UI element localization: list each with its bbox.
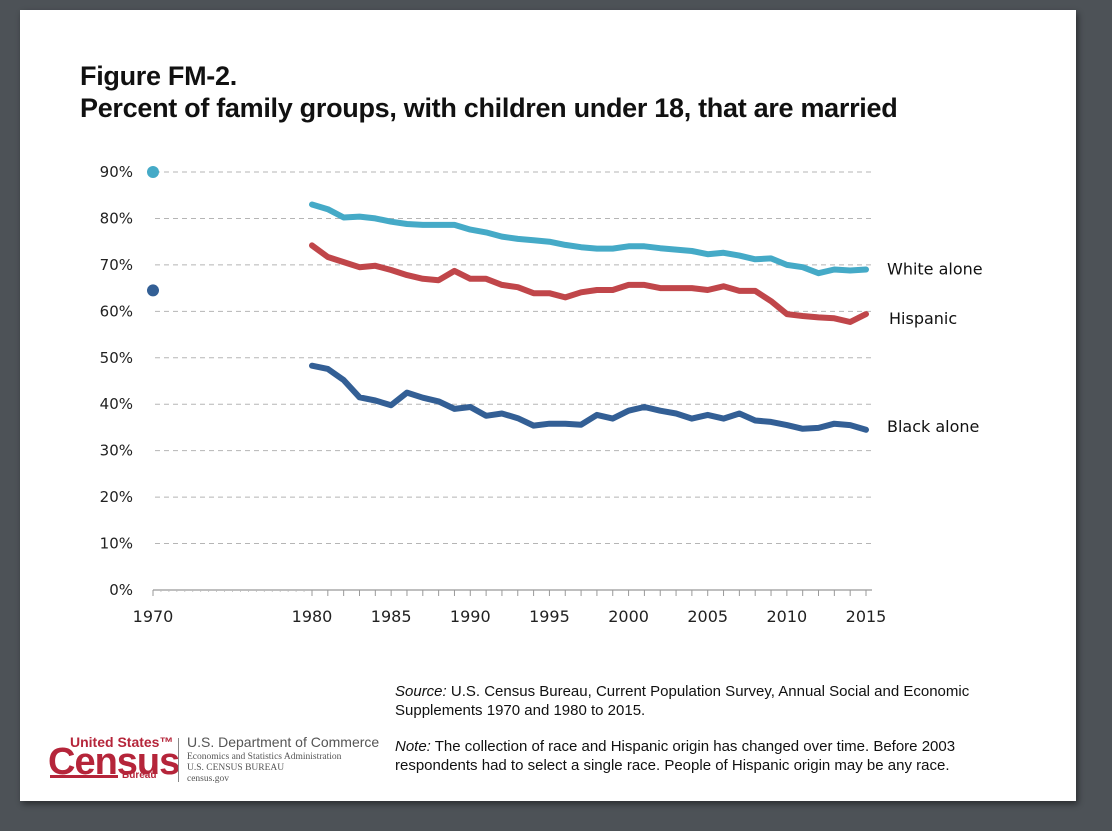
series-label-white-alone: White alone (887, 260, 983, 279)
x-tick-label: 1970 (133, 607, 174, 626)
gridlines (155, 171, 873, 545)
note-text: The collection of race and Hispanic orig… (395, 738, 956, 774)
y-tick-label: 10% (100, 535, 133, 553)
source-text: U.S. Census Bureau, Current Population S… (395, 683, 970, 719)
document-page: Figure FM-2. Percent of family groups, w… (20, 10, 1076, 801)
logo-bureau: Bureau (122, 770, 157, 781)
series-line-white-alone (309, 201, 869, 277)
series-line-hispanic (309, 242, 869, 325)
y-tick-label: 30% (100, 442, 133, 460)
logo-bar (50, 775, 118, 778)
x-tick-label: 2000 (608, 607, 649, 626)
y-tick-label: 50% (100, 349, 133, 367)
x-tick-label: 1995 (529, 607, 570, 626)
logo-website: census.gov (187, 774, 229, 784)
y-axis-labels: 90% 80% 70% 60% 50% 40% 30% 20% 10% 0% (100, 163, 133, 599)
data-point-1970-black-alone (147, 284, 159, 297)
x-axis (152, 589, 872, 596)
series-labels: White alone Hispanic Black alone (887, 260, 983, 436)
race-note: Note: The collection of race and Hispani… (395, 737, 1035, 775)
source-note: Source: U.S. Census Bureau, Current Popu… (395, 682, 1035, 720)
x-tick-label: 2010 (766, 607, 807, 626)
x-tick-label: 1985 (371, 607, 412, 626)
y-tick-label: 70% (100, 256, 133, 274)
x-tick-label: 1980 (292, 607, 333, 626)
series-label-black-alone: Black alone (887, 417, 979, 436)
data-point-1970-white-alone (147, 166, 159, 178)
x-tick-label: 2005 (687, 607, 728, 626)
x-axis-labels: 1970 1980 1985 1990 1995 2000 2005 2010 2015 (133, 607, 887, 626)
y-tick-label: 20% (100, 488, 133, 506)
y-tick-label: 80% (100, 209, 133, 227)
x-tick-label: 2015 (846, 607, 887, 626)
figure-label: Figure FM-2. (80, 61, 237, 91)
series (147, 166, 869, 433)
source-label: Source: (395, 683, 447, 700)
note-label: Note: (395, 738, 431, 755)
census-logo: United States™ Census Bureau U.S. Depart… (48, 734, 388, 786)
logo-department: U.S. Department of Commerce (187, 734, 380, 750)
y-tick-label: 60% (100, 302, 133, 320)
y-tick-label: 90% (100, 163, 133, 181)
chart-notes: Source: U.S. Census Bureau, Current Popu… (395, 682, 1035, 792)
logo-administration: Economics and Statistics Administration (187, 752, 342, 762)
y-tick-label: 0% (109, 581, 133, 599)
logo-united-states: United States™ (70, 734, 174, 750)
logo-divider (178, 738, 179, 782)
logo-census-bureau: U.S. CENSUS BUREAU (187, 763, 285, 773)
y-tick-label: 40% (100, 395, 133, 413)
x-tick-label: 1990 (450, 607, 491, 626)
series-label-hispanic: Hispanic (889, 309, 957, 328)
chart-title: Percent of family groups, with children … (80, 93, 898, 123)
series-line-black-alone (309, 362, 869, 433)
